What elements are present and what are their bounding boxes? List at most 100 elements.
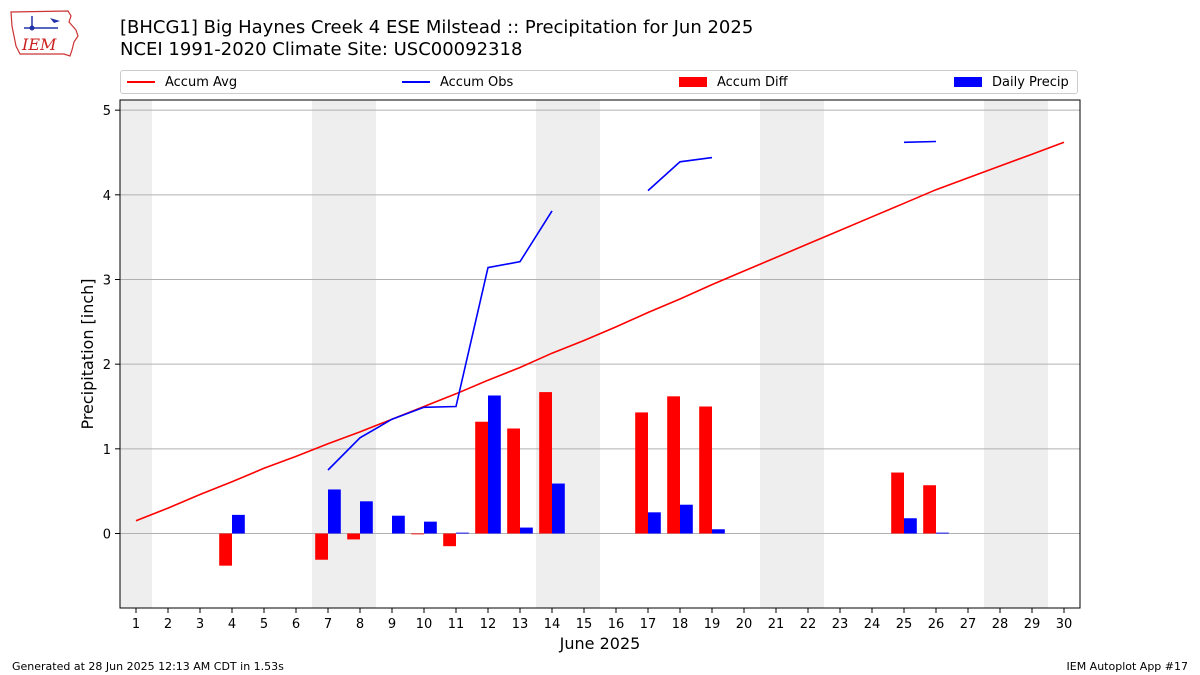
bar-daily-precip-day-12	[488, 395, 501, 534]
legend-swatch-daily-precip	[954, 77, 982, 87]
bar-daily-precip-day-10	[424, 521, 437, 534]
weekend-shade-day-21	[760, 100, 792, 608]
x-tick-label-6: 6	[292, 617, 300, 632]
bar-accum-diff-day-25	[891, 472, 904, 534]
weekend-shade-day-22	[792, 100, 824, 608]
legend-swatch-accum-avg	[127, 81, 155, 83]
x-tick-label-15: 15	[576, 617, 593, 632]
weekend-shade-day-15	[568, 100, 600, 608]
x-tick-label-16: 16	[608, 617, 625, 632]
bar-daily-precip-day-14	[552, 483, 565, 534]
bar-series	[219, 392, 949, 566]
x-tick-label-9: 9	[388, 617, 396, 632]
y-tick-label-0: 0	[103, 527, 111, 542]
x-axis-label: June 2025	[559, 634, 641, 653]
bar-daily-precip-day-7	[328, 489, 341, 534]
x-tick-label-2: 2	[164, 617, 172, 632]
bar-accum-diff-day-10	[411, 533, 424, 535]
chart-legend: Accum Avg Accum Obs Accum Diff Daily Pre…	[120, 70, 1078, 94]
legend-label-accum-obs: Accum Obs	[440, 74, 514, 90]
plot-frame	[119, 99, 1081, 609]
bar-daily-precip-day-9	[392, 515, 405, 534]
line-accum-avg-segment-0	[135, 141, 1065, 522]
footer-app-text: IEM Autoplot App #17	[1066, 660, 1189, 673]
bar-daily-precip-day-13	[520, 527, 533, 534]
x-tick-label-22: 22	[800, 617, 817, 632]
y-tick-label-1: 1	[103, 443, 111, 458]
x-tick-label-26: 26	[928, 617, 945, 632]
bar-accum-diff-day-26	[923, 485, 936, 534]
x-tick-label-17: 17	[640, 617, 657, 632]
legend-label-daily-precip: Daily Precip	[992, 74, 1069, 90]
x-tick-label-20: 20	[736, 617, 753, 632]
y-tick-label-5: 5	[103, 104, 111, 119]
legend-item-accum-obs: Accum Obs	[402, 71, 513, 93]
weekend-shade-day-28	[984, 100, 1016, 608]
x-tick-label-12: 12	[480, 617, 497, 632]
line-accum-obs-segment-0	[327, 210, 553, 471]
x-tick-label-21: 21	[768, 617, 785, 632]
y-tick-label-4: 4	[103, 189, 111, 204]
x-tick-label-3: 3	[196, 617, 204, 632]
x-tick-label-18: 18	[672, 617, 689, 632]
chart-subtitle: NCEI 1991-2020 Climate Site: USC00092318	[120, 39, 523, 60]
x-tick-label-11: 11	[448, 617, 465, 632]
bar-daily-precip-day-8	[360, 501, 373, 534]
gridlines	[120, 109, 1080, 534]
legend-label-accum-avg: Accum Avg	[165, 74, 238, 90]
weekend-shade-day-1	[120, 100, 152, 608]
x-tick-label-29: 29	[1024, 617, 1041, 632]
iem-logo: IEM	[10, 10, 79, 57]
legend-label-accum-diff: Accum Diff	[717, 74, 788, 90]
x-tick-label-1: 1	[132, 617, 140, 632]
bar-daily-precip-day-26	[936, 532, 949, 534]
bar-daily-precip-day-19	[712, 529, 725, 534]
chart-title: [BHCG1] Big Haynes Creek 4 ESE Milstead …	[120, 17, 754, 38]
legend-swatch-accum-diff	[679, 77, 707, 87]
bar-daily-precip-day-11	[456, 532, 469, 534]
bar-daily-precip-day-4	[232, 514, 245, 534]
line-accum-obs-segment-1	[647, 156, 713, 192]
bar-daily-precip-day-18	[680, 504, 693, 534]
x-tick-label-10: 10	[416, 617, 433, 632]
bar-accum-diff-day-7	[315, 533, 328, 560]
bar-accum-diff-day-14	[539, 392, 552, 534]
bar-accum-diff-day-17	[635, 412, 648, 534]
legend-item-accum-avg: Accum Avg	[127, 71, 237, 93]
bar-daily-precip-day-25	[904, 518, 917, 534]
bar-accum-diff-day-11	[443, 533, 456, 547]
x-tick-label-4: 4	[228, 617, 236, 632]
footer-generated-text: Generated at 28 Jun 2025 12:13 AM CDT in…	[12, 660, 284, 673]
bar-accum-diff-day-13	[507, 428, 520, 534]
bar-accum-diff-day-12	[475, 421, 488, 534]
x-tick-label-24: 24	[864, 617, 881, 632]
x-tick-label-28: 28	[992, 617, 1009, 632]
x-tick-label-13: 13	[512, 617, 529, 632]
logo-text: IEM	[21, 35, 57, 54]
bar-daily-precip-day-17	[648, 512, 661, 534]
bar-accum-diff-day-19	[699, 406, 712, 534]
line-series	[135, 140, 1065, 522]
x-tick-label-30: 30	[1056, 617, 1073, 632]
bar-accum-diff-day-8	[347, 533, 360, 540]
x-tick-label-27: 27	[960, 617, 977, 632]
legend-item-daily-precip: Daily Precip	[954, 71, 1069, 93]
y-tick-label-3: 3	[103, 273, 111, 288]
weekend-shade-day-29	[1016, 100, 1048, 608]
legend-item-accum-diff: Accum Diff	[679, 71, 788, 93]
x-tick-label-5: 5	[260, 617, 268, 632]
iowa-outline-icon	[10, 10, 79, 57]
line-accum-obs-segment-2	[903, 140, 937, 144]
x-tick-label-25: 25	[896, 617, 913, 632]
y-axis-label: Precipitation [inch]	[78, 278, 97, 429]
x-tick-label-8: 8	[356, 617, 364, 632]
bar-accum-diff-day-4	[219, 533, 232, 566]
bar-accum-diff-day-18	[667, 396, 680, 534]
x-tick-label-14: 14	[544, 617, 561, 632]
x-tick-label-7: 7	[324, 617, 332, 632]
y-tick-label-2: 2	[103, 358, 111, 373]
legend-swatch-accum-obs	[402, 81, 430, 83]
x-tick-label-19: 19	[704, 617, 721, 632]
